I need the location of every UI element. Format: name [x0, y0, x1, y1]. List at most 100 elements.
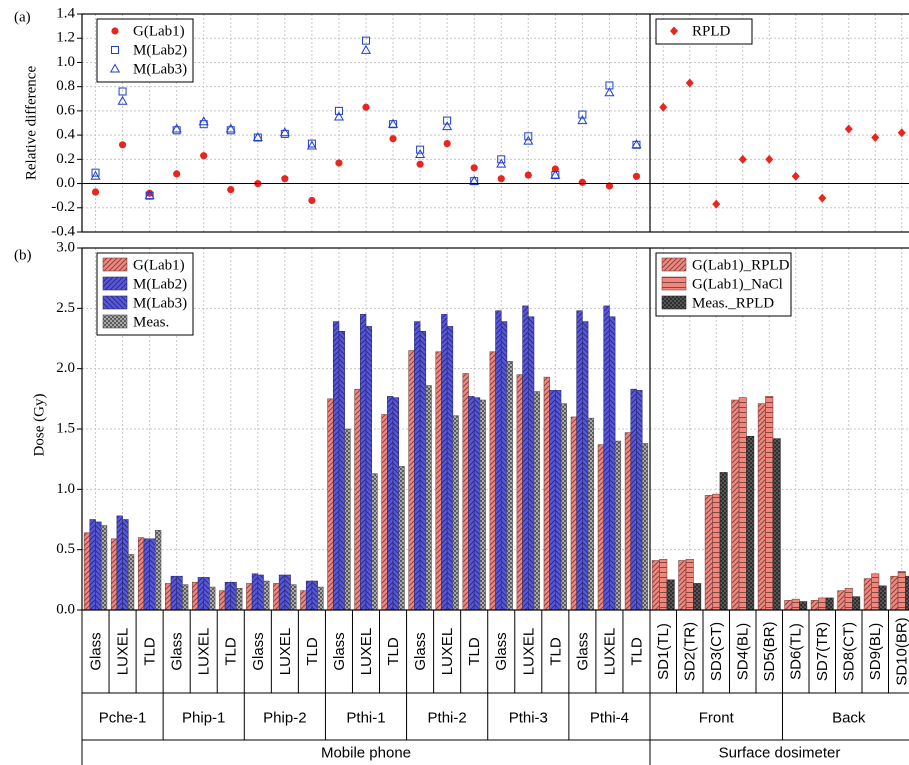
data-point	[605, 182, 614, 190]
legend-label: M(Lab3)	[133, 61, 187, 77]
data-point	[225, 123, 236, 133]
legend-label: M(Lab2)	[133, 42, 187, 58]
bar	[446, 326, 454, 611]
data-point	[578, 110, 587, 119]
x-tick-label: SD5(BR)	[761, 621, 778, 681]
x-tick-label: LUXEL	[277, 628, 294, 676]
data-point	[252, 132, 263, 142]
data-point	[632, 172, 641, 180]
data-point	[117, 95, 128, 105]
group-label: Pche-1	[99, 709, 147, 726]
legend-swatch	[102, 276, 128, 291]
bar	[844, 587, 853, 611]
bar	[137, 537, 145, 611]
data-point	[171, 123, 182, 133]
bar	[143, 538, 150, 611]
bar	[89, 519, 96, 611]
bar	[630, 388, 637, 611]
bar	[704, 495, 713, 611]
data-point	[738, 154, 747, 164]
bar	[871, 573, 880, 611]
y-tick-label: 2.0	[56, 360, 75, 376]
group-label: Phip-1	[182, 709, 225, 726]
bar	[300, 590, 307, 611]
data-point	[497, 175, 505, 183]
bar	[165, 583, 172, 611]
legend-label: M(Lab3)	[133, 295, 187, 311]
bar	[678, 560, 687, 611]
bar	[863, 578, 872, 611]
bar	[810, 600, 819, 611]
bar	[587, 417, 595, 611]
data-point	[279, 127, 290, 137]
bar	[555, 390, 562, 611]
data-point	[118, 141, 127, 149]
x-tick-label: TLD	[223, 637, 240, 666]
bar	[666, 579, 675, 611]
bar	[462, 373, 469, 611]
data-point	[91, 188, 100, 196]
bar	[116, 515, 123, 611]
bar	[425, 385, 432, 611]
x-tick-label: Glass	[169, 632, 186, 670]
legend-marker	[109, 63, 121, 73]
x-tick-label: Glass	[574, 632, 591, 670]
bar	[435, 351, 442, 611]
bar	[338, 330, 345, 611]
y-tick-label: 2.5	[56, 300, 75, 316]
legend-marker	[670, 26, 678, 36]
data-point	[416, 160, 424, 168]
data-point	[631, 139, 642, 149]
legend-marker	[111, 46, 119, 54]
x-tick-label: Glass	[331, 632, 348, 670]
bar	[549, 390, 556, 611]
data-point	[443, 139, 451, 148]
legend-swatch	[661, 276, 687, 291]
group-label: Phip-2	[263, 709, 306, 726]
bar	[224, 581, 232, 611]
x-tick-label: TLD	[628, 637, 645, 666]
plot-frame	[81, 247, 909, 611]
bar	[311, 580, 318, 611]
data-point	[118, 87, 127, 96]
data-point	[524, 171, 532, 179]
bar	[219, 590, 226, 611]
data-point	[90, 170, 101, 180]
y-tick-label: 1.5	[56, 420, 75, 436]
bar	[818, 597, 827, 611]
data-point	[765, 154, 774, 164]
data-point	[578, 178, 586, 186]
x-tick-label: SD6(TL)	[788, 623, 805, 680]
bar	[354, 388, 361, 611]
x-tick-label: TLD	[385, 637, 402, 666]
bar	[192, 581, 199, 611]
bar	[327, 398, 334, 611]
group-label: Back	[832, 709, 866, 726]
bar	[495, 310, 502, 611]
bar	[603, 305, 610, 611]
x-tick-label: Glass	[412, 632, 429, 670]
bar	[392, 397, 400, 611]
data-point	[685, 78, 694, 88]
x-tick-label: LUXEL	[439, 628, 456, 676]
y-tick-label: 1.4	[56, 5, 75, 21]
y-tick-label: 0.0	[56, 175, 75, 191]
legend-marker	[111, 27, 119, 35]
bar	[799, 601, 808, 611]
x-tick-label: SD4(BL)	[735, 623, 752, 681]
bar	[344, 428, 351, 611]
x-tick-label: Glass	[87, 632, 104, 670]
bar	[890, 575, 899, 611]
y-tick-label: 0.8	[56, 78, 75, 94]
data-point	[173, 170, 181, 178]
data-point	[604, 87, 615, 97]
x-tick-label: LUXEL	[520, 628, 537, 676]
data-point	[306, 140, 317, 150]
data-point	[362, 103, 370, 111]
x-tick-label: SD10(BR)	[894, 617, 909, 685]
data-point	[469, 175, 480, 185]
data-point	[871, 133, 880, 143]
bar	[479, 399, 486, 611]
data-point	[335, 159, 343, 167]
